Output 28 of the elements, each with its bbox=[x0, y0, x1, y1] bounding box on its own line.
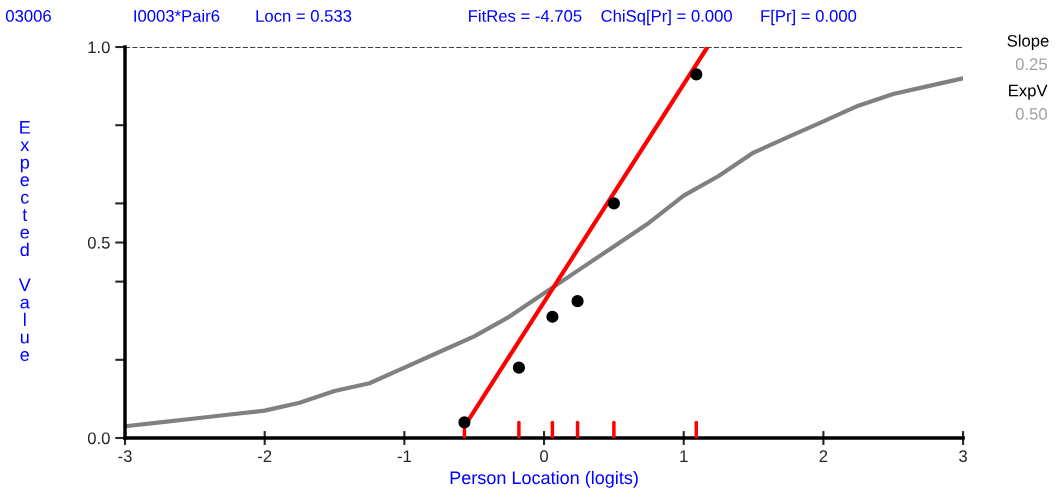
y-tick-label: 1.0 bbox=[88, 41, 110, 54]
y-tick-label: 0.5 bbox=[87, 236, 110, 249]
x-tick-label: 0 bbox=[540, 450, 549, 463]
x-tick-label: 1 bbox=[680, 450, 688, 462]
point bbox=[690, 68, 703, 81]
text: ChiSq[Pr] = 0.000 bbox=[601, 9, 732, 26]
text: ExpV bbox=[1009, 84, 1048, 100]
text: 0.50 bbox=[1015, 107, 1047, 120]
line-series bbox=[125, 76, 964, 429]
x-tick-label: -1 bbox=[397, 450, 411, 462]
text: 0.25 bbox=[1015, 58, 1047, 71]
point bbox=[607, 197, 620, 210]
point bbox=[546, 310, 559, 323]
text: F[Pr] = 0.000 bbox=[761, 9, 857, 26]
text: FitRes = -4.705 bbox=[469, 9, 582, 22]
text: 03006 bbox=[5, 10, 51, 22]
text: Expected Value bbox=[18, 121, 31, 362]
y-tick-label: 0.0 bbox=[87, 432, 110, 445]
x-axis-title: Person Location (logits) bbox=[450, 470, 638, 488]
point bbox=[571, 295, 584, 308]
x-tick-label: -3 bbox=[118, 450, 132, 463]
text: Slope bbox=[1007, 34, 1049, 51]
x-tick-label: -2 bbox=[258, 450, 272, 462]
text: Locn = 0.533 bbox=[256, 10, 352, 22]
point bbox=[512, 361, 525, 374]
x-tick-label: 2 bbox=[819, 450, 828, 462]
x-tick-label: 3 bbox=[959, 450, 967, 463]
text: I0003*Pair6 bbox=[134, 9, 220, 22]
